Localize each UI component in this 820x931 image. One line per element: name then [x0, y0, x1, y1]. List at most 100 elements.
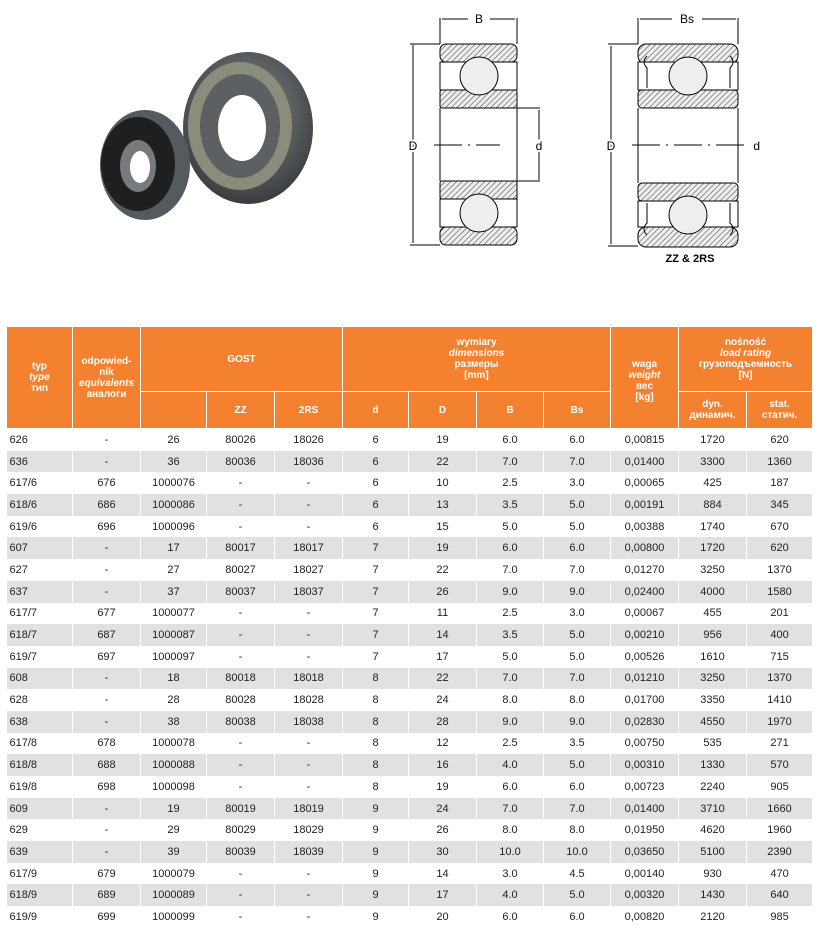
table-cell: 14 — [408, 862, 477, 885]
table-cell: 4000 — [678, 580, 748, 603]
table-cell: - — [206, 862, 275, 885]
table-cell: 8 — [342, 776, 409, 798]
col-equivalents: odpowied-nik equivalents аналоги — [72, 326, 141, 429]
table-cell: 698 — [72, 776, 141, 798]
table-cell: 38 — [140, 710, 207, 733]
col-weight: waga weight вес [kg] — [610, 326, 680, 429]
table-cell: 679 — [72, 862, 141, 885]
table-row: 636-36 80036 18036 6 22 7.0 7.0 0,01400 3300 1360 — [6, 450, 814, 473]
table-cell: 0,00723 — [610, 776, 680, 798]
table-cell: - — [274, 494, 343, 516]
col-static: stat. статич. — [746, 391, 814, 429]
table-cell: 7.0 — [543, 450, 612, 473]
table-cell: 905 — [746, 776, 814, 798]
table-cell: 80018 — [206, 667, 275, 690]
col-load-rating: nośność load rating грузоподъемность [N] — [678, 326, 814, 392]
table-cell: 4.5 — [543, 862, 612, 885]
table-cell: 1740 — [678, 515, 748, 538]
table-cell: 570 — [746, 754, 814, 776]
table-row: 638-38 80038 18038 8 28 9.0 9.0 0,02830 4550 1970 — [6, 710, 814, 733]
table-cell: 7.0 — [543, 559, 612, 581]
table-cell: 0,00526 — [610, 645, 680, 668]
table-cell: 187 — [746, 472, 814, 495]
table-cell: 7 — [342, 580, 409, 603]
table-cell: 7 — [342, 624, 409, 646]
table-row: 619/6 696 1000096- -6 15 5.0 5.0 0,00388 1740 670 — [6, 515, 814, 538]
table-cell: 8 — [342, 689, 409, 711]
table-cell: 80026 — [206, 428, 275, 451]
table-row: 609-19 80019 18019 9 24 7.0 7.0 0,01400 3710 1660 — [6, 797, 814, 820]
col-width-Bs: Bs — [542, 391, 612, 429]
table-cell: 629 — [6, 819, 73, 842]
table-cell: 9 — [342, 819, 409, 842]
table-cell: 15 — [408, 515, 477, 538]
label-outer-diameter-2: D — [607, 139, 616, 153]
table-cell: 9 — [342, 862, 409, 885]
table-cell: 1410 — [746, 689, 814, 711]
table-cell: 28 — [140, 689, 207, 711]
table-cell: 0,00815 — [610, 428, 680, 451]
table-cell: 619/7 — [6, 645, 73, 668]
table-cell: 956 — [678, 624, 748, 646]
col-type: typ type тип — [6, 326, 73, 429]
table-cell: 677 — [72, 602, 141, 625]
label-outer-diameter: D — [409, 139, 418, 153]
table-cell: 1000078 — [140, 732, 207, 755]
table-cell: 18026 — [274, 428, 343, 451]
table-row: 617/7 677 1000077- -7 11 2.5 3.0 0,00067 455 201 — [6, 602, 814, 625]
table-cell: 80028 — [206, 689, 275, 711]
table-cell: 1000097 — [140, 645, 207, 668]
table-row: 627-27 80027 18027 7 22 7.0 7.0 0,01270 3250 1370 — [6, 559, 814, 581]
table-cell: 697 — [72, 645, 141, 668]
table-cell: 13 — [408, 494, 477, 516]
table-cell: - — [274, 754, 343, 776]
table-cell: 0,03650 — [610, 841, 680, 863]
table-cell: 7.0 — [476, 667, 544, 690]
table-cell: 4.0 — [476, 884, 544, 907]
table-cell: 0,00140 — [610, 862, 680, 885]
table-cell: 80037 — [206, 580, 275, 603]
table-cell: - — [206, 472, 275, 495]
table-cell: 80017 — [206, 537, 275, 560]
table-body: 626-26 80026 18026 6 19 6.0 6.0 0,00815 1720 620 6… — [6, 428, 814, 928]
table-cell: 4620 — [678, 819, 748, 842]
table-cell: 3.0 — [476, 862, 544, 885]
table-cell: 8 — [342, 667, 409, 690]
table-cell: 6 — [342, 428, 409, 451]
table-cell: 0,00310 — [610, 754, 680, 776]
table-cell: 985 — [746, 906, 814, 928]
table-cell: 6.0 — [543, 776, 612, 798]
table-cell: 18036 — [274, 450, 343, 473]
table-cell: 639 — [6, 841, 73, 863]
table-cell: 3350 — [678, 689, 748, 711]
table-cell: 2120 — [678, 906, 748, 928]
table-cell: 3710 — [678, 797, 748, 820]
label-bore: d — [536, 139, 543, 153]
table-cell: 9.0 — [543, 580, 612, 603]
label-bore-2: d — [753, 139, 760, 153]
table-cell: - — [274, 776, 343, 798]
table-cell: 1000089 — [140, 884, 207, 907]
table-cell: - — [274, 602, 343, 625]
table-cell: 6.0 — [543, 537, 612, 560]
table-cell: 1660 — [746, 797, 814, 820]
table-cell: 618/9 — [6, 884, 73, 907]
bearings-photo — [100, 52, 313, 220]
table-cell: 1000079 — [140, 862, 207, 885]
table-cell: 80036 — [206, 450, 275, 473]
table-cell: 1000098 — [140, 776, 207, 798]
table-cell: 6 — [342, 494, 409, 516]
table-cell: - — [72, 428, 141, 451]
table-cell: 535 — [678, 732, 748, 755]
table-cell: 1720 — [678, 537, 748, 560]
table-cell: - — [274, 862, 343, 885]
table-cell: 2.5 — [476, 472, 544, 495]
table-cell: 425 — [678, 472, 748, 495]
table-cell: 9.0 — [476, 710, 544, 733]
table-cell: 0,01700 — [610, 689, 680, 711]
table-cell: 27 — [140, 559, 207, 581]
table-cell: 670 — [746, 515, 814, 538]
table-cell: 20 — [408, 906, 477, 928]
label-bs: Bs — [680, 12, 694, 26]
table-cell: - — [274, 515, 343, 538]
